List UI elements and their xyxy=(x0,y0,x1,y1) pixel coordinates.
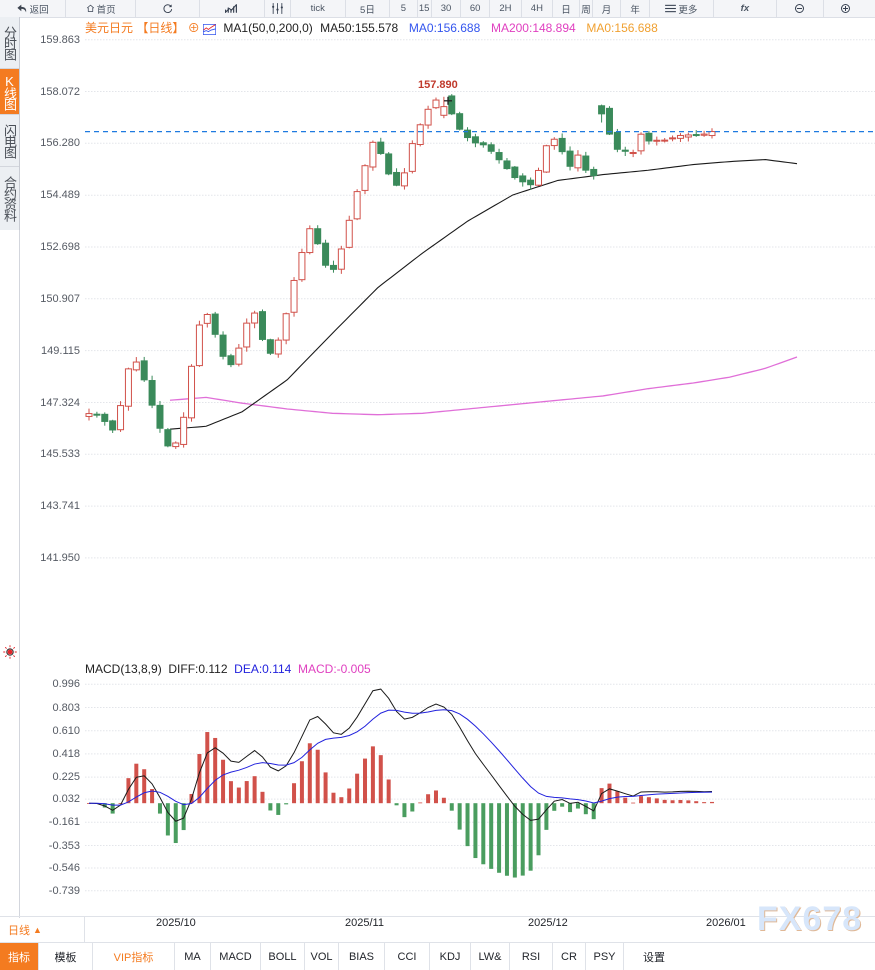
svg-text:157.890: 157.890 xyxy=(418,79,458,91)
